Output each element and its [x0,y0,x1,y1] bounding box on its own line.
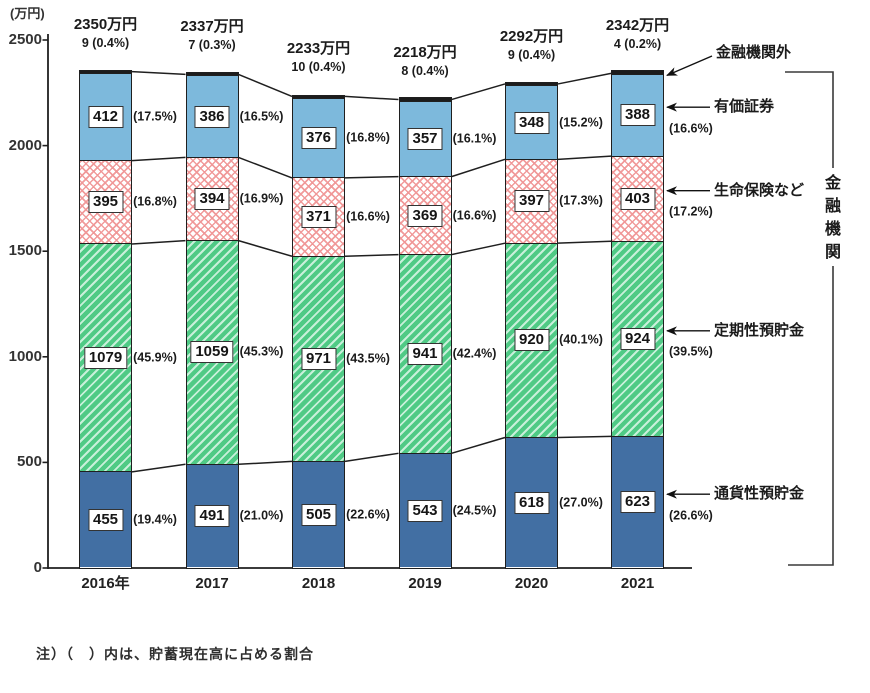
value-label-time-deposits: 971 [300,347,337,370]
total-amount-label: 2218万円 [393,43,457,61]
percent-label-life-insurance: (16.9%) [239,191,284,206]
value-label-life-insurance: 369 [407,204,443,227]
legend-label-outside-financial-institutions: 金融機関外 [716,44,792,61]
value-label-time-deposits: 1079 [83,346,128,369]
value-label-currency-deposits: 623 [619,491,656,514]
y-tick-label: 500 [16,453,42,471]
total-amount-label: 2337万円 [180,18,244,36]
percent-label-currency-deposits: (22.6%) [346,507,390,522]
percent-label-currency-deposits: (24.5%) [452,503,497,518]
x-axis-label-2018: 2018 [301,575,336,592]
value-label-currency-deposits: 491 [194,505,230,528]
legend-label-securities: 有価証券 [714,98,775,116]
percent-label-currency-deposits: (19.4%) [133,512,177,527]
percent-label-time-deposits: (43.5%) [346,351,390,366]
bar-2019 [398,97,452,570]
bar-segment-outside-financial-institutions-2021 [612,71,663,74]
value-label-time-deposits: 1059 [190,341,234,364]
y-axis-unit-label: (万円) [10,6,45,21]
outside-amount-label: 4 (0.2%) [613,37,662,52]
bracket-label-financial-institutions: 金融機関 [824,175,841,261]
outside-amount-label: 8 (0.4%) [401,63,449,78]
percent-label-currency-deposits: (27.0%) [559,495,603,510]
outside-amount-label: 7 (0.3%) [188,38,236,53]
bar-segment-outside-financial-institutions-2020 [506,82,557,86]
value-label-securities: 348 [513,111,550,134]
percent-label-securities: (16.5%) [239,109,284,124]
percent-label-securities: (17.5%) [133,109,177,124]
percent-label-time-deposits: (39.5%) [669,344,713,359]
value-label-currency-deposits: 505 [300,503,337,526]
value-label-life-insurance: 395 [87,191,124,214]
value-label-currency-deposits: 618 [513,491,550,514]
bar-total-annotation: 2233万円 10 (0.4%) [287,39,350,76]
percent-label-time-deposits: (45.3%) [239,344,284,359]
y-tick-label: 2500 [8,31,42,48]
bar-2018 [292,94,345,570]
total-amount-label: 2233万円 [286,40,351,58]
percent-label-time-deposits: (42.4%) [452,346,497,361]
percent-label-life-insurance: (16.6%) [452,208,497,223]
percent-label-securities: (16.8%) [346,130,390,145]
bar-segment-outside-financial-institutions-2017 [186,73,238,76]
y-tick-label: 0 [33,559,42,576]
outside-amount-label: 9 (0.4%) [507,47,556,62]
percent-label-currency-deposits: (26.6%) [669,508,713,523]
bar-2017 [185,72,239,570]
percent-label-securities: (15.2%) [559,115,603,130]
value-label-life-insurance: 371 [300,206,337,229]
value-label-currency-deposits: 455 [87,508,124,531]
value-label-securities: 388 [619,104,656,127]
legend-label-life-insurance: 生命保険など [714,181,805,199]
bar-total-annotation: 2292万円 9 (0.4%) [500,27,563,64]
value-label-securities: 376 [300,127,337,150]
percent-label-time-deposits: (45.9%) [133,350,177,365]
legend-label-time-deposits: 定期性預貯金 [714,321,805,339]
value-label-securities: 386 [194,105,230,128]
y-tick-label: 1000 [8,347,42,365]
value-label-life-insurance: 394 [194,188,230,211]
total-amount-label: 2350万円 [73,15,138,33]
y-tick-label: 1500 [8,242,42,260]
total-amount-label: 2342万円 [605,17,670,35]
percent-label-life-insurance: (16.8%) [133,194,177,209]
percent-label-securities: (16.1%) [452,131,497,146]
total-amount-label: 2292万円 [499,27,564,45]
value-label-currency-deposits: 543 [407,499,443,522]
value-label-life-insurance: 397 [513,190,550,213]
x-axis-label-2020: 2020 [514,575,549,592]
percent-label-time-deposits: (40.1%) [559,332,603,347]
legend-label-currency-deposits: 通貨性預貯金 [714,485,805,503]
value-label-time-deposits: 941 [407,342,443,365]
percent-label-currency-deposits: (21.0%) [239,508,284,523]
value-label-securities: 357 [407,127,443,150]
bar-segment-outside-financial-institutions-2019 [399,98,451,101]
x-axis-label-2019: 2019 [408,575,442,592]
percent-label-life-insurance: (17.2%) [669,204,713,219]
value-label-time-deposits: 920 [513,329,550,352]
x-axis-label-2016年: 2016年 [81,575,130,592]
x-axis-label-2017: 2017 [195,575,229,592]
percent-label-life-insurance: (16.6%) [346,209,390,224]
y-tick-label: 2000 [8,136,42,154]
bar-total-annotation: 2342万円 4 (0.2%) [606,16,669,53]
value-label-life-insurance: 403 [619,187,656,210]
value-label-time-deposits: 924 [619,327,656,350]
percent-label-securities: (16.6%) [669,121,713,136]
bar-segment-outside-financial-institutions-2018 [293,95,344,98]
value-label-securities: 412 [87,106,124,129]
bar-total-annotation: 2350万円 9 (0.4%) [74,15,137,52]
outside-amount-label: 9 (0.4%) [81,35,130,50]
bar-total-annotation: 2218万円 8 (0.4%) [393,43,456,80]
bar-total-annotation: 2337万円 7 (0.3%) [180,17,243,54]
percent-label-life-insurance: (17.3%) [559,193,603,208]
x-axis-label-2021: 2021 [620,575,655,592]
chart-footnote: 注）（ ）内は、貯蓄現在高に占める割合 [36,646,314,662]
bar-segment-outside-financial-institutions-2016年 [80,70,131,74]
bar-2016年 [79,69,132,570]
outside-amount-label: 10 (0.4%) [291,60,346,75]
